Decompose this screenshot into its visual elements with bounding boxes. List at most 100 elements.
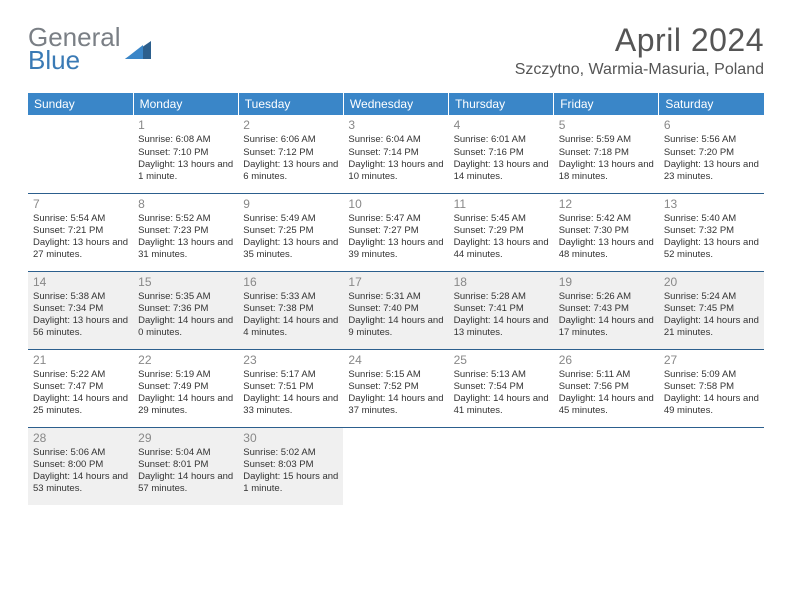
daylight-line: Daylight: 14 hours and 9 minutes. bbox=[348, 315, 443, 339]
sunset-line: Sunset: 7:47 PM bbox=[33, 381, 128, 393]
day-cell bbox=[554, 427, 659, 505]
calendar-table: SundayMondayTuesdayWednesdayThursdayFrid… bbox=[28, 93, 764, 505]
daylight-line: Daylight: 14 hours and 0 minutes. bbox=[138, 315, 233, 339]
daylight-line: Daylight: 14 hours and 41 minutes. bbox=[454, 393, 549, 417]
day-number: 5 bbox=[559, 118, 654, 133]
day-number: 12 bbox=[559, 197, 654, 212]
logo: General Blue bbox=[28, 26, 151, 73]
day-number: 11 bbox=[454, 197, 549, 212]
sunset-line: Sunset: 7:45 PM bbox=[664, 303, 759, 315]
day-cell: 20Sunrise: 5:24 AMSunset: 7:45 PMDayligh… bbox=[659, 271, 764, 349]
day-cell: 11Sunrise: 5:45 AMSunset: 7:29 PMDayligh… bbox=[449, 193, 554, 271]
sunrise-line: Sunrise: 5:33 AM bbox=[243, 291, 338, 303]
daylight-line: Daylight: 14 hours and 45 minutes. bbox=[559, 393, 654, 417]
sunrise-line: Sunrise: 5:11 AM bbox=[559, 369, 654, 381]
sunrise-line: Sunrise: 5:24 AM bbox=[664, 291, 759, 303]
daylight-line: Daylight: 14 hours and 49 minutes. bbox=[664, 393, 759, 417]
day-cell: 1Sunrise: 6:08 AMSunset: 7:10 PMDaylight… bbox=[133, 115, 238, 193]
week-row: 1Sunrise: 6:08 AMSunset: 7:10 PMDaylight… bbox=[28, 115, 764, 193]
day-number: 13 bbox=[664, 197, 759, 212]
day-number: 27 bbox=[664, 353, 759, 368]
day-number: 19 bbox=[559, 275, 654, 290]
day-cell bbox=[28, 115, 133, 193]
day-number: 20 bbox=[664, 275, 759, 290]
daylight-line: Daylight: 13 hours and 10 minutes. bbox=[348, 159, 443, 183]
daylight-line: Daylight: 13 hours and 18 minutes. bbox=[559, 159, 654, 183]
day-cell: 16Sunrise: 5:33 AMSunset: 7:38 PMDayligh… bbox=[238, 271, 343, 349]
sunset-line: Sunset: 7:10 PM bbox=[138, 147, 233, 159]
day-cell: 23Sunrise: 5:17 AMSunset: 7:51 PMDayligh… bbox=[238, 349, 343, 427]
day-number: 3 bbox=[348, 118, 443, 133]
daylight-line: Daylight: 14 hours and 37 minutes. bbox=[348, 393, 443, 417]
daylight-line: Daylight: 13 hours and 56 minutes. bbox=[33, 315, 128, 339]
daylight-line: Daylight: 14 hours and 53 minutes. bbox=[33, 471, 128, 495]
sunrise-line: Sunrise: 6:06 AM bbox=[243, 134, 338, 146]
daylight-line: Daylight: 14 hours and 33 minutes. bbox=[243, 393, 338, 417]
sunrise-line: Sunrise: 5:59 AM bbox=[559, 134, 654, 146]
day-cell: 13Sunrise: 5:40 AMSunset: 7:32 PMDayligh… bbox=[659, 193, 764, 271]
day-cell: 7Sunrise: 5:54 AMSunset: 7:21 PMDaylight… bbox=[28, 193, 133, 271]
sunrise-line: Sunrise: 5:06 AM bbox=[33, 447, 128, 459]
daylight-line: Daylight: 14 hours and 17 minutes. bbox=[559, 315, 654, 339]
sunrise-line: Sunrise: 5:42 AM bbox=[559, 213, 654, 225]
day-number: 9 bbox=[243, 197, 338, 212]
daylight-line: Daylight: 15 hours and 1 minute. bbox=[243, 471, 338, 495]
sunset-line: Sunset: 7:14 PM bbox=[348, 147, 443, 159]
sunset-line: Sunset: 7:41 PM bbox=[454, 303, 549, 315]
sunrise-line: Sunrise: 6:01 AM bbox=[454, 134, 549, 146]
day-cell: 2Sunrise: 6:06 AMSunset: 7:12 PMDaylight… bbox=[238, 115, 343, 193]
day-number: 17 bbox=[348, 275, 443, 290]
sunrise-line: Sunrise: 6:08 AM bbox=[138, 134, 233, 146]
daylight-line: Daylight: 13 hours and 35 minutes. bbox=[243, 237, 338, 261]
day-header: Tuesday bbox=[238, 93, 343, 115]
sunset-line: Sunset: 8:03 PM bbox=[243, 459, 338, 471]
day-cell: 15Sunrise: 5:35 AMSunset: 7:36 PMDayligh… bbox=[133, 271, 238, 349]
daylight-line: Daylight: 14 hours and 4 minutes. bbox=[243, 315, 338, 339]
sunset-line: Sunset: 7:12 PM bbox=[243, 147, 338, 159]
day-cell: 27Sunrise: 5:09 AMSunset: 7:58 PMDayligh… bbox=[659, 349, 764, 427]
day-number: 7 bbox=[33, 197, 128, 212]
day-cell: 22Sunrise: 5:19 AMSunset: 7:49 PMDayligh… bbox=[133, 349, 238, 427]
sunrise-line: Sunrise: 5:19 AM bbox=[138, 369, 233, 381]
daylight-line: Daylight: 14 hours and 21 minutes. bbox=[664, 315, 759, 339]
day-header: Friday bbox=[554, 93, 659, 115]
day-number: 16 bbox=[243, 275, 338, 290]
sunset-line: Sunset: 8:01 PM bbox=[138, 459, 233, 471]
day-number: 1 bbox=[138, 118, 233, 133]
daylight-line: Daylight: 13 hours and 1 minute. bbox=[138, 159, 233, 183]
sunrise-line: Sunrise: 5:26 AM bbox=[559, 291, 654, 303]
sunset-line: Sunset: 7:18 PM bbox=[559, 147, 654, 159]
sunset-line: Sunset: 7:40 PM bbox=[348, 303, 443, 315]
week-row: 21Sunrise: 5:22 AMSunset: 7:47 PMDayligh… bbox=[28, 349, 764, 427]
day-cell bbox=[343, 427, 448, 505]
sunrise-line: Sunrise: 5:31 AM bbox=[348, 291, 443, 303]
day-cell: 29Sunrise: 5:04 AMSunset: 8:01 PMDayligh… bbox=[133, 427, 238, 505]
day-header: Wednesday bbox=[343, 93, 448, 115]
daylight-line: Daylight: 13 hours and 52 minutes. bbox=[664, 237, 759, 261]
day-cell: 26Sunrise: 5:11 AMSunset: 7:56 PMDayligh… bbox=[554, 349, 659, 427]
sunrise-line: Sunrise: 5:17 AM bbox=[243, 369, 338, 381]
day-cell: 25Sunrise: 5:13 AMSunset: 7:54 PMDayligh… bbox=[449, 349, 554, 427]
day-cell bbox=[449, 427, 554, 505]
day-cell: 12Sunrise: 5:42 AMSunset: 7:30 PMDayligh… bbox=[554, 193, 659, 271]
day-header: Saturday bbox=[659, 93, 764, 115]
sunrise-line: Sunrise: 5:38 AM bbox=[33, 291, 128, 303]
sunset-line: Sunset: 7:21 PM bbox=[33, 225, 128, 237]
day-cell: 4Sunrise: 6:01 AMSunset: 7:16 PMDaylight… bbox=[449, 115, 554, 193]
sunrise-line: Sunrise: 6:04 AM bbox=[348, 134, 443, 146]
day-header: Monday bbox=[133, 93, 238, 115]
sunset-line: Sunset: 7:51 PM bbox=[243, 381, 338, 393]
daylight-line: Daylight: 13 hours and 23 minutes. bbox=[664, 159, 759, 183]
day-cell: 28Sunrise: 5:06 AMSunset: 8:00 PMDayligh… bbox=[28, 427, 133, 505]
day-cell: 30Sunrise: 5:02 AMSunset: 8:03 PMDayligh… bbox=[238, 427, 343, 505]
day-number: 22 bbox=[138, 353, 233, 368]
sunset-line: Sunset: 7:49 PM bbox=[138, 381, 233, 393]
day-number: 24 bbox=[348, 353, 443, 368]
day-number: 26 bbox=[559, 353, 654, 368]
sunrise-line: Sunrise: 5:54 AM bbox=[33, 213, 128, 225]
sunset-line: Sunset: 7:34 PM bbox=[33, 303, 128, 315]
sunrise-line: Sunrise: 5:28 AM bbox=[454, 291, 549, 303]
week-row: 7Sunrise: 5:54 AMSunset: 7:21 PMDaylight… bbox=[28, 193, 764, 271]
day-cell: 17Sunrise: 5:31 AMSunset: 7:40 PMDayligh… bbox=[343, 271, 448, 349]
daylight-line: Daylight: 13 hours and 27 minutes. bbox=[33, 237, 128, 261]
